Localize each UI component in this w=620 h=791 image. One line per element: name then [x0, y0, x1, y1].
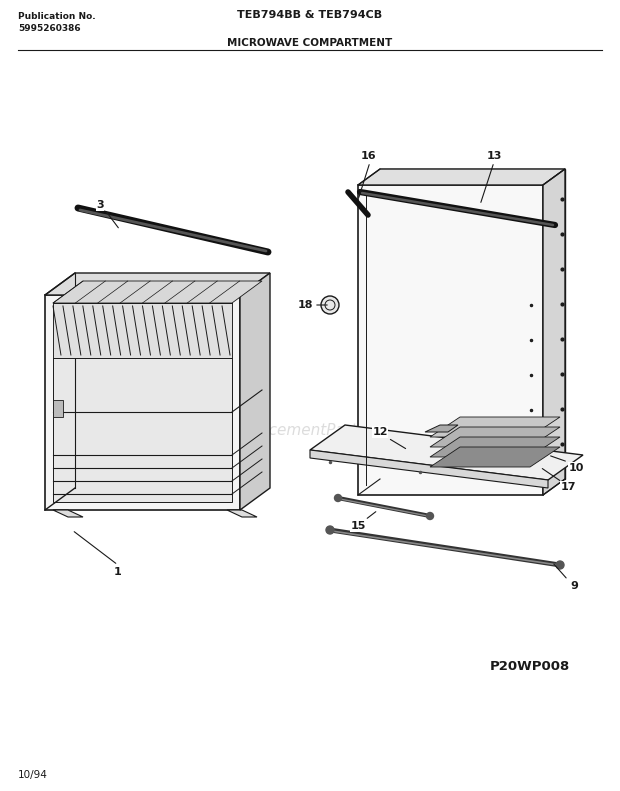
Polygon shape — [430, 437, 560, 457]
Circle shape — [321, 296, 339, 314]
Text: 1: 1 — [114, 567, 122, 577]
Circle shape — [326, 526, 334, 534]
Polygon shape — [227, 510, 257, 517]
Text: 5995260386: 5995260386 — [18, 24, 81, 33]
Polygon shape — [240, 273, 270, 510]
Polygon shape — [380, 169, 565, 479]
Circle shape — [556, 561, 564, 569]
Text: Publication No.: Publication No. — [18, 12, 95, 21]
Polygon shape — [53, 303, 232, 502]
Text: 18: 18 — [297, 300, 312, 310]
Polygon shape — [53, 510, 83, 517]
Polygon shape — [45, 295, 240, 510]
Text: 12: 12 — [372, 427, 388, 437]
Text: 15: 15 — [350, 521, 366, 531]
Polygon shape — [430, 417, 560, 437]
Text: MICROWAVE COMPARTMENT: MICROWAVE COMPARTMENT — [228, 38, 392, 48]
Polygon shape — [45, 273, 270, 295]
Polygon shape — [430, 427, 560, 447]
Polygon shape — [53, 303, 232, 358]
Polygon shape — [310, 450, 548, 488]
Text: TEB794BB & TEB794CB: TEB794BB & TEB794CB — [237, 10, 383, 20]
Text: P20WP008: P20WP008 — [490, 660, 570, 673]
Text: 13: 13 — [486, 151, 502, 161]
Polygon shape — [53, 281, 262, 303]
Text: 16: 16 — [360, 151, 376, 161]
Text: 10: 10 — [569, 463, 583, 473]
Polygon shape — [53, 400, 63, 417]
Polygon shape — [358, 169, 565, 185]
Polygon shape — [430, 447, 560, 467]
Polygon shape — [358, 185, 543, 495]
Circle shape — [427, 513, 433, 520]
Circle shape — [335, 494, 342, 501]
Polygon shape — [310, 425, 583, 480]
Text: 10/94: 10/94 — [18, 770, 48, 780]
Text: 3: 3 — [96, 200, 104, 210]
Polygon shape — [425, 425, 458, 432]
Text: 9: 9 — [570, 581, 578, 591]
Text: eReplacementParts.com: eReplacementParts.com — [216, 422, 404, 437]
Polygon shape — [543, 169, 565, 495]
Text: 17: 17 — [560, 482, 576, 492]
